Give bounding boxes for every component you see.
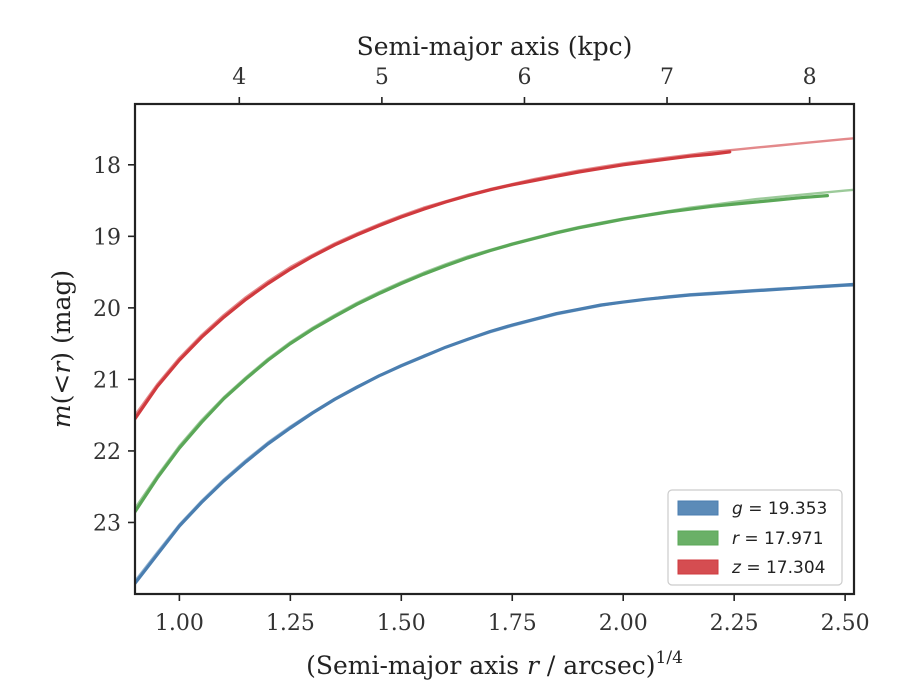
y-axis-title-r: r [47, 360, 76, 374]
y-tick-label: 20 [93, 297, 121, 322]
top-tick-label: 5 [375, 65, 389, 90]
x-tick-label: 2.00 [599, 611, 648, 636]
legend-label-r: r = 17.971 [732, 529, 824, 549]
series-r-observed-line [135, 194, 829, 514]
x-tick-label: 2.25 [710, 611, 759, 636]
plot-frame [133, 102, 856, 596]
x-tick-label: 1.75 [488, 611, 537, 636]
legend-swatch-g [677, 500, 719, 516]
legend-label-g-value: = 19.353 [743, 499, 828, 519]
legend-label-r-value: = 17.971 [739, 529, 824, 549]
bottom-axis-title-tail: / arcsec) [539, 651, 656, 680]
series-group [135, 137, 854, 585]
legend-label-z-var: z [731, 558, 742, 578]
top-tick-label: 4 [232, 65, 246, 90]
legend: g = 19.353 r = 17.971 z = 17.304 [667, 489, 843, 586]
legend-item-z: z = 17.304 [677, 558, 825, 578]
legend-label-z-value: = 17.304 [741, 558, 826, 578]
y-tick-label: 18 [93, 154, 121, 179]
legend-item-r: r = 17.971 [677, 529, 824, 549]
bottom-axis-title: (Semi-major axis r / arcsec)1/4 [306, 648, 683, 680]
y-axis-title-close: ) (mag) [47, 270, 76, 362]
y-tick-label: 21 [93, 368, 121, 393]
legend-label-g-var: g [732, 499, 743, 519]
y-axis-title: m(<r) (mag) [47, 270, 76, 428]
legend-swatch-r [677, 530, 719, 546]
x-tick-label: 1.50 [377, 611, 426, 636]
y-tick-label: 19 [93, 225, 121, 250]
top-tick-label: 7 [660, 65, 674, 90]
bottom-axis-title-var: r [527, 651, 541, 680]
legend-label-g: g = 19.353 [732, 499, 827, 519]
y-tick-label: 23 [93, 511, 121, 536]
legend-label-z: z = 17.304 [731, 558, 825, 578]
bottom-axis-title-main: (Semi-major axis [306, 651, 527, 680]
bottom-axis-title-superscript: 1/4 [656, 648, 683, 668]
legend-item-g: g = 19.353 [677, 499, 827, 519]
series-g-observed-line [135, 282, 854, 585]
y-tick-label: 22 [93, 440, 121, 465]
series-layer [135, 137, 854, 585]
y-axis-title-m: m [47, 404, 76, 428]
ticks-layer: 1.00 1.25 1.50 1.75 2.00 2.25 2.50 4 5 6 7 8 18 19 20 2… [93, 65, 870, 636]
x-tick-label: 1.25 [266, 611, 315, 636]
top-axis-title: Semi-major axis (kpc) [357, 32, 633, 61]
legend-swatch-z [677, 559, 719, 575]
top-tick-label: 8 [803, 65, 817, 90]
x-tick-label: 1.00 [155, 611, 204, 636]
series-z-observed-line [135, 150, 732, 421]
x-tick-label: 2.50 [821, 611, 870, 636]
legend-label-r-var: r [732, 529, 740, 549]
top-tick-label: 6 [517, 65, 531, 90]
y-axis-title-open: (< [47, 374, 76, 405]
